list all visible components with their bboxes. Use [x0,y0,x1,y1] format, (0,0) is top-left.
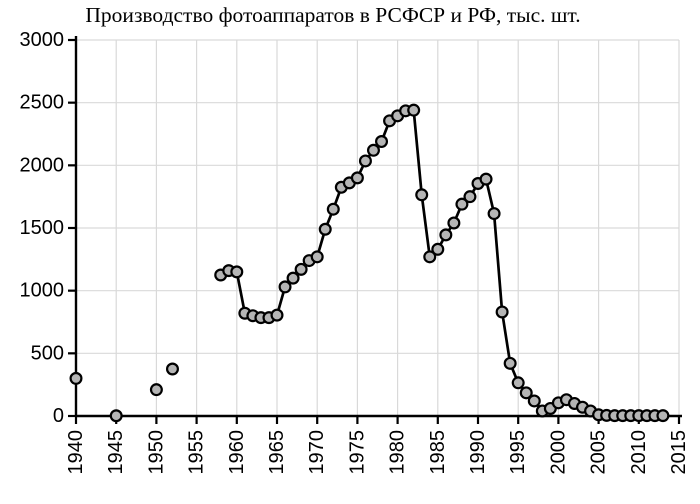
y-tick-label: 500 [31,342,64,364]
x-tick-label: 1990 [467,430,489,475]
x-tick-label: 1940 [65,430,87,475]
data-point [415,188,429,202]
y-tick-label: 3000 [20,29,65,51]
chart-title: Производство фотоаппаратов в РСФСР и РФ,… [85,3,580,27]
y-tick-label: 2000 [20,154,65,176]
data-point [511,376,525,390]
data-point [270,308,284,322]
x-tick-label: 1995 [507,430,529,475]
x-tick-label: 1955 [186,430,208,475]
data-point [318,222,332,236]
x-tick-label: 2000 [547,430,569,475]
x-tick-label: 1980 [387,430,409,475]
data-point [479,172,493,186]
data-point [656,409,670,423]
data-point [423,250,437,264]
x-tick-label: 1965 [266,430,288,475]
x-tick-label: 2015 [668,430,690,475]
data-point [286,271,300,285]
data-point [294,262,308,276]
y-tick-label: 0 [53,405,64,427]
y-tick-label: 1500 [20,217,65,239]
data-point [230,265,244,279]
data-point [310,250,324,264]
data-point [503,356,517,370]
data-point [407,103,421,117]
label-layer: 0 500 1000 1500 2000 2500 3000 1940 1945 1950 1955… [20,29,691,475]
data-point [431,242,445,256]
data-point [439,228,453,242]
series-layer [69,103,670,423]
data-point [278,280,292,294]
data-point [487,207,501,221]
x-tick-label: 1945 [105,430,127,475]
data-point [447,216,461,230]
x-tick-label: 1970 [306,430,328,475]
data-line [219,108,665,417]
data-point [326,202,340,216]
data-point [366,143,380,157]
data-point [455,197,469,211]
data-point [527,394,541,408]
data-point [165,362,179,376]
data-point [519,386,533,400]
axis-layer [68,36,682,424]
x-tick-label: 1960 [226,430,248,475]
x-tick-label: 1975 [346,430,368,475]
data-point [109,409,123,423]
data-point [375,135,389,149]
data-point [463,190,477,204]
x-tick-label: 1950 [145,430,167,475]
x-tick-label: 1985 [427,430,449,475]
grid-layer [76,39,680,416]
x-tick-label: 2010 [628,430,650,475]
x-tick-label: 2005 [588,430,610,475]
y-tick-label: 2500 [20,92,65,114]
data-point [350,171,364,185]
data-point [495,305,509,319]
data-point [69,371,83,385]
data-point [149,383,163,397]
y-tick-label: 1000 [20,280,65,302]
data-point [358,154,372,168]
